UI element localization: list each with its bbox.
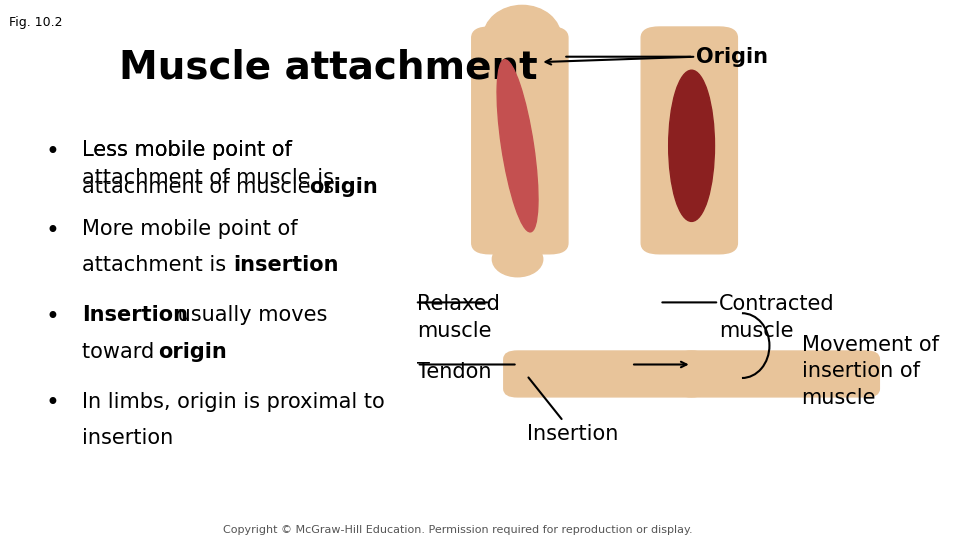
Ellipse shape [483, 5, 561, 70]
Text: attachment is: attachment is [83, 255, 233, 275]
FancyBboxPatch shape [504, 351, 706, 397]
Text: attachment of muscle is: attachment of muscle is [83, 177, 341, 197]
Text: •: • [46, 140, 60, 164]
Ellipse shape [669, 70, 714, 221]
Text: Relaxed
muscle: Relaxed muscle [417, 294, 499, 341]
FancyBboxPatch shape [641, 27, 737, 254]
Text: •: • [46, 219, 60, 242]
Ellipse shape [497, 60, 538, 232]
Ellipse shape [492, 241, 542, 276]
FancyBboxPatch shape [471, 27, 568, 254]
Text: Contracted
muscle: Contracted muscle [719, 294, 834, 341]
Text: Copyright © McGraw-Hill Education. Permission required for reproduction or displ: Copyright © McGraw-Hill Education. Permi… [223, 524, 693, 535]
Text: insertion: insertion [83, 428, 174, 448]
Text: origin: origin [309, 177, 377, 197]
Text: Fig. 10.2: Fig. 10.2 [10, 16, 62, 29]
Text: •: • [46, 305, 60, 329]
Text: Movement of
insertion of
muscle: Movement of insertion of muscle [802, 335, 939, 408]
Text: Insertion: Insertion [83, 305, 188, 325]
Text: Less mobile point of: Less mobile point of [83, 140, 292, 160]
Text: toward: toward [83, 342, 161, 362]
FancyBboxPatch shape [678, 351, 879, 397]
Text: attachment of muscle is: attachment of muscle is [83, 177, 341, 197]
Text: More mobile point of: More mobile point of [83, 219, 298, 239]
Text: usually moves: usually moves [171, 305, 327, 325]
Text: In limbs, origin is proximal to: In limbs, origin is proximal to [83, 392, 385, 411]
Text: Origin: Origin [566, 46, 768, 67]
Text: Tendon: Tendon [417, 362, 492, 382]
Text: Less mobile point of
attachment of muscle is: Less mobile point of attachment of muscl… [83, 140, 341, 188]
Text: origin: origin [158, 342, 228, 362]
Text: Insertion: Insertion [527, 424, 618, 444]
Text: insertion: insertion [233, 255, 339, 275]
Text: Muscle attachment: Muscle attachment [119, 49, 538, 86]
Text: •: • [46, 392, 60, 415]
